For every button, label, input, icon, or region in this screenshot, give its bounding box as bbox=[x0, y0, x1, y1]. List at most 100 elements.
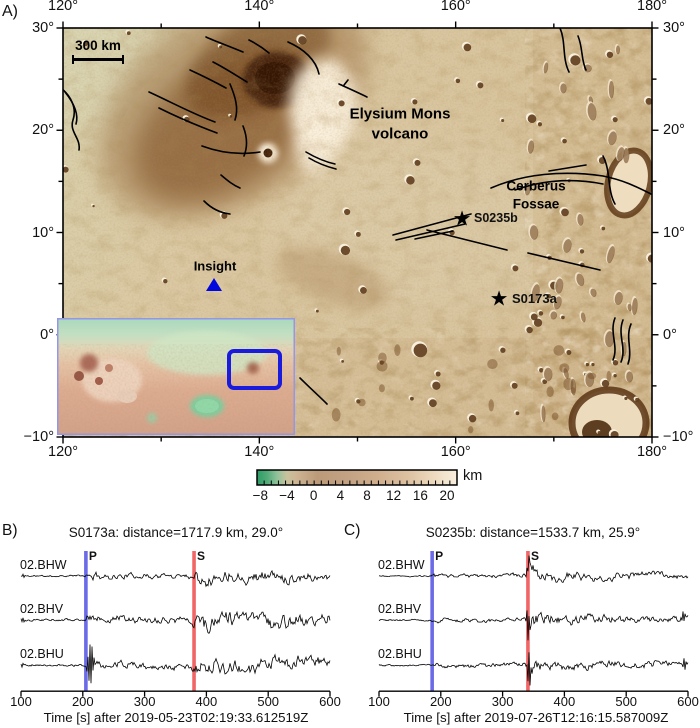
colorbar-unit-label: km bbox=[463, 468, 483, 484]
crater bbox=[570, 55, 581, 66]
knob bbox=[529, 225, 539, 240]
knob bbox=[563, 368, 569, 379]
crater bbox=[530, 313, 538, 321]
knob bbox=[376, 360, 388, 372]
volcano-label: Elysium Mons volcano bbox=[349, 105, 451, 143]
crater bbox=[355, 231, 361, 237]
colorbar-tick-label: 8 bbox=[363, 488, 371, 503]
map-lat-label-left: −10° bbox=[23, 429, 54, 445]
map-lat-label-right: 30° bbox=[663, 20, 685, 36]
x-tick-label-C: 100 bbox=[368, 694, 390, 709]
crater bbox=[606, 51, 614, 58]
x-tick-label-C: 600 bbox=[677, 694, 699, 709]
crater bbox=[379, 360, 384, 365]
knob bbox=[559, 363, 570, 373]
crater bbox=[163, 279, 168, 284]
trace-label-B: 02.BHW bbox=[20, 558, 67, 572]
map-lon-label-bottom: 160° bbox=[440, 444, 471, 460]
crater bbox=[546, 293, 551, 299]
knob bbox=[607, 246, 615, 264]
crater bbox=[610, 430, 619, 437]
crater bbox=[414, 159, 421, 166]
event-label-s0235b: S0235b bbox=[474, 211, 518, 225]
knob bbox=[608, 80, 615, 99]
crater bbox=[635, 397, 639, 402]
event-star-icon-s0173a: ★ bbox=[489, 287, 509, 311]
x-tick-label-C: 500 bbox=[615, 694, 638, 709]
x-tick-label-B: 600 bbox=[319, 694, 341, 709]
crater bbox=[539, 367, 544, 373]
crater bbox=[428, 399, 437, 408]
panel-c-title: S0235b: distance=1533.7 km, 25.9° bbox=[425, 525, 641, 540]
knob bbox=[590, 288, 597, 298]
crater bbox=[360, 287, 367, 294]
knob bbox=[394, 344, 401, 356]
knob bbox=[541, 405, 546, 423]
crater bbox=[647, 254, 652, 263]
waveform-02.BHW-B bbox=[20, 569, 331, 588]
knob bbox=[576, 273, 585, 287]
crater bbox=[83, 41, 88, 47]
map-lon-label-top: 120° bbox=[48, 0, 78, 14]
phase-label-p-C: P bbox=[435, 549, 444, 563]
crater bbox=[92, 204, 95, 208]
crater bbox=[562, 138, 567, 144]
knob bbox=[543, 367, 553, 381]
crater bbox=[455, 78, 461, 84]
map-lat-label-left: 20° bbox=[32, 122, 54, 139]
x-tick-label-C: 200 bbox=[429, 694, 452, 709]
colorbar-tick-label: 0 bbox=[309, 488, 318, 503]
scale-bar-label: 300 km bbox=[75, 38, 121, 53]
knob bbox=[553, 296, 562, 310]
knob bbox=[626, 371, 634, 383]
crater bbox=[341, 359, 345, 363]
scale-bar-cap-right bbox=[122, 55, 124, 64]
waveform-02.BHU-C bbox=[378, 652, 689, 686]
crater bbox=[645, 97, 652, 105]
knob bbox=[577, 213, 584, 226]
knob bbox=[378, 384, 385, 393]
map-lon-label-bottom: 140° bbox=[244, 444, 275, 460]
knob bbox=[560, 83, 567, 94]
knob bbox=[587, 103, 597, 121]
knob bbox=[553, 345, 565, 356]
crater bbox=[340, 245, 351, 256]
crater bbox=[561, 208, 569, 217]
event-star-icon-s0235b: ★ bbox=[452, 207, 472, 231]
trace-label-C: 02.BHV bbox=[378, 602, 422, 616]
phase-line-p-B bbox=[84, 551, 88, 692]
map-lon-label-bottom: 120° bbox=[48, 444, 78, 460]
waveform-02.BHV-C bbox=[378, 610, 689, 641]
crater bbox=[338, 100, 345, 107]
knob bbox=[563, 239, 572, 253]
trace-label-B: 02.BHU bbox=[20, 647, 64, 661]
crater bbox=[219, 45, 223, 49]
crater bbox=[412, 99, 418, 105]
colorbar-tick-label: 16 bbox=[412, 488, 428, 503]
map-axis-ticks bbox=[56, 21, 659, 444]
knob bbox=[580, 312, 586, 323]
waveform-02.BHV-B bbox=[20, 610, 331, 634]
waveform-02.BHU-B bbox=[20, 644, 331, 684]
map-lat-label-right: 10° bbox=[663, 224, 685, 241]
crater bbox=[432, 381, 441, 390]
knob bbox=[336, 346, 341, 356]
knob bbox=[605, 331, 615, 348]
knob bbox=[378, 352, 387, 364]
crater bbox=[344, 208, 351, 216]
crater bbox=[591, 362, 595, 367]
knob bbox=[546, 386, 554, 398]
map-lon-label-bottom: 180° bbox=[637, 444, 667, 460]
knob bbox=[606, 370, 612, 382]
knob bbox=[632, 297, 638, 316]
map-lat-label-left: 0° bbox=[40, 326, 54, 343]
map-lon-label-top: 140° bbox=[244, 0, 275, 14]
panel-a-label: A) bbox=[2, 3, 18, 20]
knob bbox=[614, 291, 623, 305]
waveform-02.BHW-C bbox=[378, 555, 689, 584]
colorbar-tick-label: 12 bbox=[386, 488, 402, 503]
knob bbox=[543, 62, 549, 74]
map-lat-label-right: −10° bbox=[663, 429, 694, 445]
crater bbox=[542, 379, 548, 385]
